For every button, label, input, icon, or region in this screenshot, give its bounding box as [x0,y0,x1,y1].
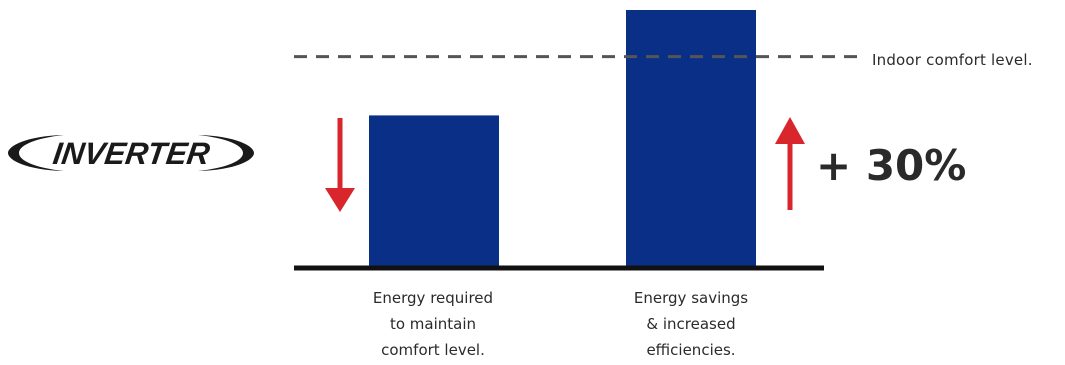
decrease-arrow-icon [325,118,355,212]
logo-text: INVERTER [51,136,213,171]
logo-left-swoosh-icon [8,135,64,171]
bar-1 [369,115,499,266]
reference-line-label: Indoor comfort level. [872,51,1033,69]
increase-arrow-icon [775,117,805,210]
percent-increase-label: + 30% [816,141,967,190]
inverter-logo: INVERTER [8,135,254,171]
bar-2 [626,10,756,266]
category-label-energy-savings: Energy savings & increased efficiencies. [633,289,749,359]
logo-right-swoosh-icon [198,135,254,171]
category-label-energy-required: Energy required to maintain comfort leve… [372,289,494,359]
